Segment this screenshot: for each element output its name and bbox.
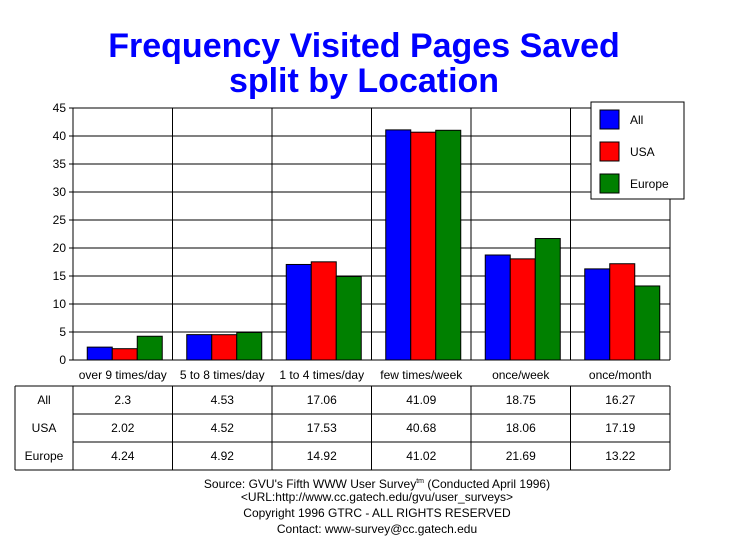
table-cell: 13.22 [605,449,635,463]
bar-usa-3 [410,131,437,361]
legend-label-europe: Europe [630,177,669,191]
table-cell: 41.02 [406,449,436,463]
footer-source-prefix: Source: GVU's Fifth WWW User Survey [204,477,416,491]
y-tick-label: 40 [53,129,67,143]
data-table: All 2.3 4.53 17.06 41.09 18.75 16.27 USA 2.02 4.5… [14,385,671,471]
y-tick-label: 0 [59,353,66,367]
y-tick-label: 10 [53,297,67,311]
table-cell: 4.24 [111,449,135,463]
bar-all-5 [584,268,611,361]
footer-contact: Contact: www-survey@cc.gatech.edu [277,522,477,536]
footer-source-suffix: (Conducted April 1996) [424,477,550,491]
y-tick-label: 15 [53,269,67,283]
legend-label-all: All [630,113,643,127]
table-row-header: USA [32,421,57,435]
bar-all-3 [385,129,412,361]
legend: All USA Europe [590,101,685,200]
bar-all-2 [285,263,312,361]
legend-swatch-usa [599,141,620,162]
chart-title-line-2: split by Location [229,62,499,100]
bar-europe-0 [136,335,163,361]
legend-swatch-europe [599,173,620,194]
x-category-label: 1 to 4 times/day [279,368,364,382]
bar-europe-5 [634,285,661,361]
bar-europe-1 [236,331,263,361]
table-cell: 40.68 [406,421,436,435]
table-cell: 16.27 [605,393,635,407]
table-cell: 21.69 [506,449,536,463]
table-row-header: All [37,393,50,407]
legend-swatch-all [599,109,620,130]
footer: Source: GVU's Fifth WWW User Surveytm (C… [204,477,550,536]
bar-europe-4 [534,238,561,361]
x-category-label: over 9 times/day [79,368,167,382]
table-cell: 2.3 [114,393,131,407]
bar-usa-5 [609,263,636,361]
footer-source-trademark: tm [416,478,424,485]
table-cell: 14.92 [307,449,337,463]
y-tick-label: 45 [53,101,67,115]
table-cell: 17.53 [307,421,337,435]
y-tick-label: 25 [53,213,67,227]
y-tick-label: 5 [59,325,66,339]
x-category-label: once/month [589,368,652,382]
bar-usa-1 [211,334,238,361]
bar-usa-2 [310,261,337,361]
table-cell: 17.06 [307,393,337,407]
y-tick-label: 30 [53,185,67,199]
x-axis-categories: over 9 times/day 5 to 8 times/day 1 to 4 t… [79,368,652,382]
table-cell: 18.75 [506,393,536,407]
bar-all-4 [484,254,511,361]
table-cell: 17.19 [605,421,635,435]
bar-all-1 [186,334,213,361]
bar-usa-4 [509,258,536,361]
x-category-label: few times/week [380,368,463,382]
footer-url: <URL:http://www.cc.gatech.edu/gvu/user_s… [241,490,513,504]
chart-title-line-1: Frequency Visited Pages Saved [108,27,620,65]
table-cell: 4.92 [211,449,235,463]
bar-usa-0 [111,348,138,361]
x-category-label: 5 to 8 times/day [180,368,265,382]
y-tick-label: 20 [53,241,67,255]
footer-copyright: Copyright 1996 GTRC - ALL RIGHTS RESERVE… [243,506,511,520]
y-tick-label: 35 [53,157,67,171]
bar-all-0 [86,346,113,361]
bar-europe-2 [335,275,362,361]
table-row-header: Europe [25,449,64,463]
bar-europe-3 [435,129,462,361]
footer-source: Source: GVU's Fifth WWW User Surveytm (C… [204,477,550,491]
table-cell: 41.09 [406,393,436,407]
table-cell: 4.52 [211,421,235,435]
legend-label-usa: USA [630,145,655,159]
y-axis-ticks: 0 5 10 15 20 25 30 35 40 45 [53,101,73,367]
table-cell: 4.53 [211,393,235,407]
x-category-label: once/week [492,368,550,382]
category-dividers [172,108,571,360]
table-cell: 18.06 [506,421,536,435]
table-cell: 2.02 [111,421,135,435]
